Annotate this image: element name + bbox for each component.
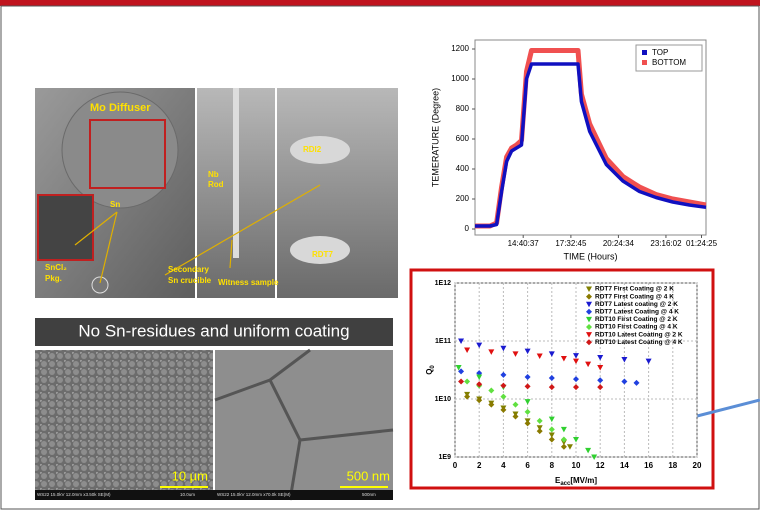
x-axis-label: TIME (Hours) <box>564 251 618 261</box>
y-tick-label: 1E12 <box>435 280 451 287</box>
x-tick-label: 01:24:25 <box>686 239 718 248</box>
x-tick-label: 23:16:02 <box>650 239 682 248</box>
scale-label: 500 nm <box>347 468 390 483</box>
x-tick-label: 20:24:34 <box>603 239 635 248</box>
legend-label: RDT7 Latest coating @ 2 K <box>595 301 678 308</box>
legend-label: RDT7 First Coating @ 2 K <box>595 286 674 293</box>
sem-footer: 500nm <box>362 492 376 497</box>
legend-label: RDT10 Latest Coating @ 4 K <box>595 339 683 346</box>
y-tick-label: 600 <box>456 134 470 143</box>
legend-label: BOTTOM <box>652 58 686 67</box>
scale-label: 10 µm <box>172 468 208 483</box>
photo-detail <box>92 277 108 293</box>
top-bar <box>0 0 760 6</box>
x-tick-label: 4 <box>501 461 506 470</box>
legend-label: RDT7 First Coating @ 4 K <box>595 293 674 300</box>
y-tick-label: 0 <box>465 224 470 233</box>
y-tick-label: 800 <box>456 104 470 113</box>
y-axis-label: TEMERATURE (Degree) <box>430 88 440 187</box>
photo-cavity <box>277 88 398 298</box>
sem-footer: WS22 15.0kV 12.0mm x3.50k SE(M) <box>37 492 111 497</box>
photo-label: RDT7 <box>312 250 333 259</box>
x-tick-label: 17:32:45 <box>555 239 587 248</box>
y-tick-label: 1200 <box>451 44 469 53</box>
legend-label: RDT7 Latest Coating @ 4 K <box>595 309 679 316</box>
photo-label: RDI2 <box>303 145 322 154</box>
sem-footer: 10.0um <box>180 492 195 497</box>
y-tick-label: 1E11 <box>435 338 451 345</box>
photo-label: Mo Diffuser <box>90 102 151 114</box>
y-tick-label: 1E9 <box>439 454 452 461</box>
legend-label: RDT10 First Coating @ 4 K <box>595 324 678 331</box>
sem-footer: WS22 15.0kV 12.0mm x70.0k SE(M) <box>217 492 291 497</box>
legend-label: RDT10 Latest Coating @ 2 K <box>595 331 683 338</box>
x-tick-label: 10 <box>572 461 581 470</box>
y-tick-label: 200 <box>456 194 470 203</box>
banner: No Sn-residues and uniform coating <box>78 321 349 340</box>
photo-label: Pkg. <box>45 274 62 283</box>
x-tick-label: 6 <box>525 461 530 470</box>
photo-label: Rod <box>208 180 224 189</box>
photo-label: Secondary <box>168 265 209 274</box>
photo-label: SnCl₂ <box>45 263 67 272</box>
x-tick-label: 16 <box>644 461 653 470</box>
x-tick-label: 14 <box>620 461 629 470</box>
y-tick-label: 1E10 <box>435 396 451 403</box>
legend-label: TOP <box>652 48 668 57</box>
photo-label: Witness sample <box>218 278 279 287</box>
x-tick-label: 14:40:37 <box>508 239 540 248</box>
legend-swatch <box>642 60 647 65</box>
x-tick-label: 8 <box>550 461 555 470</box>
legend-swatch <box>642 50 647 55</box>
x-tick-label: 18 <box>668 461 677 470</box>
slide: No Sn-residues and uniform coating 10 µm… <box>0 0 760 512</box>
y-tick-label: 1000 <box>451 74 469 83</box>
x-tick-label: 0 <box>453 461 458 470</box>
photo-label: Sn <box>110 200 120 209</box>
x-axis-label-unit: [MV/m] <box>570 476 597 485</box>
photo-label: Sn crucible <box>168 276 212 285</box>
photo-label: Nb <box>208 170 219 179</box>
y-tick-label: 400 <box>456 164 470 173</box>
x-tick-label: 2 <box>477 461 482 470</box>
photo-highlight <box>38 195 93 260</box>
x-tick-label: 20 <box>693 461 702 470</box>
legend-label: RDT10 First Coating @ 2 K <box>595 316 678 323</box>
x-tick-label: 12 <box>596 461 605 470</box>
